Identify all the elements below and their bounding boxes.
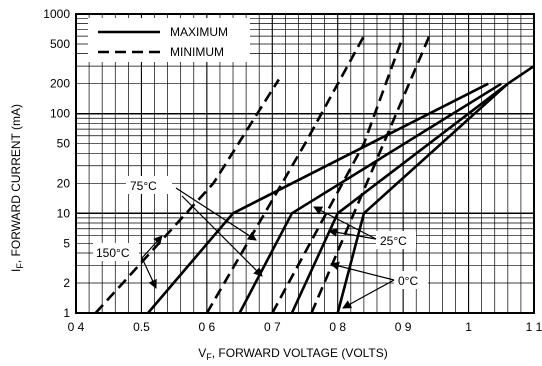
- annotation-background: [376, 231, 416, 249]
- annotations: 75°C 150°C 25°C 0°C: [93, 176, 428, 309]
- x-tick-label: 1 1: [526, 320, 542, 334]
- y-tick-label: 100: [50, 107, 70, 121]
- max-curve-0c: [336, 82, 509, 314]
- min-curve-75c: [205, 35, 366, 314]
- annotation-arrow: [141, 257, 157, 289]
- x-tick-label: 1: [465, 320, 472, 334]
- max-curve-150c: [147, 82, 489, 314]
- y-tick-label: 5: [63, 236, 70, 250]
- annotation-arrow: [328, 227, 377, 240]
- x-tick-label: 0.5: [133, 320, 150, 334]
- annotation-label-0c: 0°C: [398, 274, 418, 288]
- annotation-background: [93, 243, 139, 261]
- min-curve-0c: [310, 35, 431, 314]
- y-tick-label: 1: [63, 306, 70, 320]
- annotation-arrow: [342, 279, 395, 309]
- x-axis-label-symbol: V: [198, 346, 206, 360]
- annotation-label-25c: 25°C: [380, 234, 407, 248]
- y-tick-label: 20: [57, 176, 71, 190]
- y-axis-label-subscript: F: [15, 263, 25, 269]
- annotation-arrow: [175, 187, 257, 241]
- y-axis-label-symbol: I: [9, 269, 23, 272]
- x-tick-label: 0 7: [264, 320, 281, 334]
- plot-frame: [75, 13, 535, 314]
- tick-labels: 0 4 0.5 0 6 0 7 0 8 0 9 1 1 1 1 2 5 10 20 50 100 200 500…: [43, 7, 542, 334]
- min-curve-150c: [94, 78, 280, 314]
- legend-background: [88, 18, 250, 62]
- x-tick-label: 0 4: [68, 320, 85, 334]
- max-curve-25c: [290, 65, 535, 314]
- x-tick-label: 0 6: [199, 320, 216, 334]
- max-curve-75c: [238, 82, 502, 314]
- series: [94, 35, 535, 314]
- y-tick-label: 1000: [43, 7, 70, 21]
- annotation-arrow: [313, 206, 377, 240]
- legend: MAXIMUM MINIMUM: [88, 18, 250, 62]
- x-axis-label: VF, FORWARD VOLTAGE (VOLTS): [198, 346, 388, 362]
- annotation-background: [394, 271, 428, 289]
- annotation-arrow: [330, 261, 395, 281]
- legend-label-maximum: MAXIMUM: [170, 25, 228, 39]
- x-tick-label: 0 9: [395, 320, 412, 334]
- y-axis-label: IF, FORWARD CURRENT (mA): [9, 104, 25, 272]
- annotation-label-150c: 150°C: [96, 246, 130, 260]
- min-curve-25c: [271, 35, 405, 314]
- annotation-arrow: [181, 195, 263, 277]
- x-tick-label: 0 8: [329, 320, 346, 334]
- annotation-label-75c: 75°C: [130, 179, 157, 193]
- y-tick-label: 50: [57, 137, 71, 151]
- annotation-background: [126, 176, 172, 194]
- legend-label-minimum: MINIMUM: [170, 45, 224, 59]
- y-tick-label: 10: [57, 206, 71, 220]
- x-axis-label-subscript: F: [206, 352, 212, 362]
- y-tick-label: 500: [50, 37, 70, 51]
- x-axis-label-text: , FORWARD VOLTAGE (VOLTS): [212, 346, 388, 360]
- annotation-arrow: [141, 235, 163, 259]
- y-axis-label-text: , FORWARD CURRENT (mA): [9, 104, 23, 263]
- y-tick-label: 200: [50, 77, 70, 91]
- y-tick-label: 2: [63, 276, 70, 290]
